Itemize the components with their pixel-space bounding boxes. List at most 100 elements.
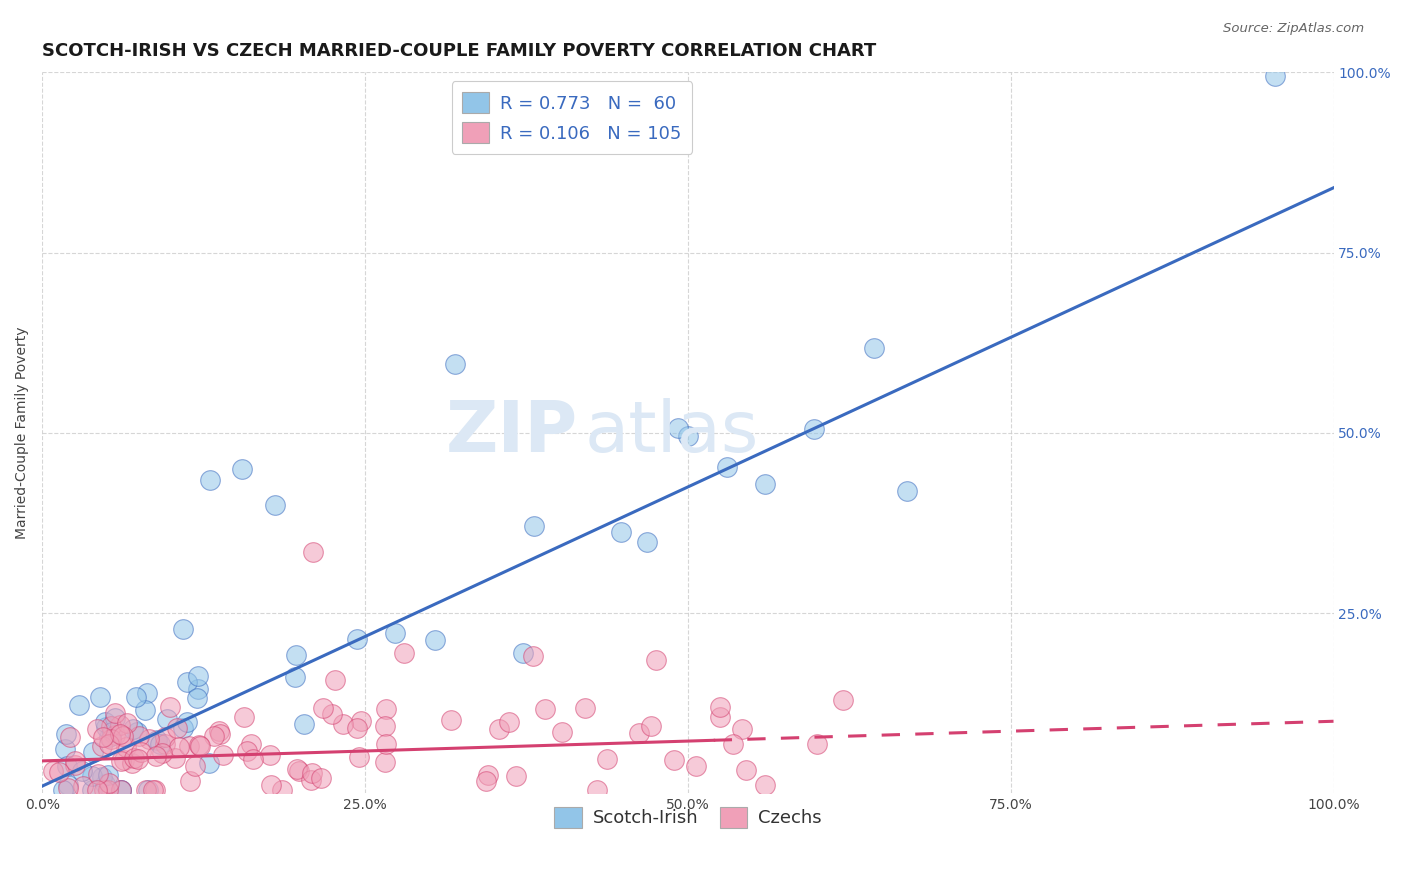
Point: [110, 782, 132, 797]
Point: [323, 673, 346, 687]
Point: [444, 358, 467, 372]
Point: [288, 764, 311, 778]
Point: [896, 483, 918, 498]
Point: [709, 700, 731, 714]
Point: [110, 782, 132, 797]
Point: [112, 753, 135, 767]
Point: [110, 782, 132, 797]
Point: [86, 782, 108, 797]
Point: [321, 706, 343, 721]
Point: [100, 732, 122, 747]
Point: [375, 702, 398, 716]
Point: [384, 626, 406, 640]
Point: [628, 726, 651, 740]
Point: [110, 754, 132, 768]
Point: [186, 690, 208, 705]
Point: [135, 782, 157, 797]
Text: atlas: atlas: [585, 399, 759, 467]
Point: [98, 737, 121, 751]
Point: [125, 725, 148, 739]
Point: [104, 706, 127, 721]
Point: [609, 524, 631, 539]
Y-axis label: Married-Couple Family Poverty: Married-Couple Family Poverty: [15, 326, 30, 539]
Point: [188, 739, 211, 753]
Point: [685, 759, 707, 773]
Point: [586, 782, 609, 797]
Point: [122, 750, 145, 764]
Point: [187, 681, 209, 696]
Point: [134, 703, 156, 717]
Point: [136, 782, 159, 797]
Point: [475, 774, 498, 789]
Point: [347, 749, 370, 764]
Point: [172, 721, 194, 735]
Point: [55, 727, 77, 741]
Point: [70, 764, 93, 778]
Point: [55, 759, 77, 773]
Point: [209, 727, 232, 741]
Point: [374, 756, 396, 770]
Point: [82, 745, 104, 759]
Point: [806, 737, 828, 751]
Point: [754, 476, 776, 491]
Point: [67, 698, 90, 713]
Point: [831, 692, 853, 706]
Point: [522, 649, 544, 664]
Point: [488, 723, 510, 737]
Point: [94, 720, 117, 734]
Point: [375, 738, 398, 752]
Point: [184, 759, 207, 773]
Point: [93, 782, 115, 797]
Point: [260, 778, 283, 792]
Point: [56, 780, 79, 795]
Point: [721, 737, 744, 751]
Point: [108, 717, 131, 731]
Point: [156, 712, 179, 726]
Point: [153, 730, 176, 744]
Point: [145, 749, 167, 764]
Point: [127, 752, 149, 766]
Point: [374, 718, 396, 732]
Point: [177, 739, 200, 753]
Point: [423, 632, 446, 647]
Point: [676, 429, 699, 443]
Point: [211, 747, 233, 762]
Point: [284, 648, 307, 662]
Point: [101, 724, 124, 739]
Point: [716, 459, 738, 474]
Point: [98, 730, 121, 744]
Point: [82, 782, 104, 797]
Point: [232, 710, 254, 724]
Point: [284, 670, 307, 684]
Point: [172, 622, 194, 636]
Point: [115, 739, 138, 754]
Point: [86, 722, 108, 736]
Point: [188, 738, 211, 752]
Point: [285, 762, 308, 776]
Point: [533, 701, 555, 715]
Point: [197, 756, 219, 770]
Point: [149, 738, 172, 752]
Point: [97, 782, 120, 797]
Point: [754, 778, 776, 792]
Point: [302, 545, 325, 559]
Point: [309, 771, 332, 785]
Point: [176, 714, 198, 729]
Point: [803, 422, 825, 436]
Point: [346, 632, 368, 647]
Point: [332, 717, 354, 731]
Point: [104, 711, 127, 725]
Point: [108, 726, 131, 740]
Point: [94, 714, 117, 729]
Point: [523, 519, 546, 533]
Point: [80, 769, 103, 783]
Point: [270, 782, 292, 797]
Point: [863, 341, 886, 355]
Point: [87, 767, 110, 781]
Point: [90, 739, 112, 753]
Point: [153, 738, 176, 752]
Point: [125, 690, 148, 704]
Point: [392, 646, 415, 660]
Point: [135, 685, 157, 699]
Point: [312, 701, 335, 715]
